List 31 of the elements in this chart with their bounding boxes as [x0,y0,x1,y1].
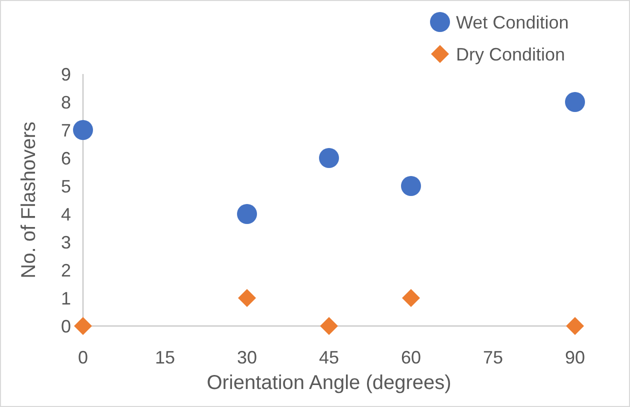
x-tick-label: 60 [400,347,422,368]
y-tick-label: 1 [60,288,71,308]
x-tick-label: 45 [318,347,340,368]
point [401,176,421,196]
x-tick-label: 75 [482,347,504,368]
point [238,289,256,307]
legend-label: Wet Condition [456,12,569,32]
point [237,204,257,224]
y-axis-title: No. of Flashovers [18,122,40,278]
y-tick-label: 6 [60,148,71,168]
point [566,317,584,335]
point [402,289,420,307]
x-tick-label: 30 [236,347,258,368]
x-tick-label: 0 [78,347,88,368]
x-tick-label: 90 [564,347,586,368]
legend-label: Dry Condition [456,44,566,64]
x-tick-label: 15 [154,347,176,368]
point [73,120,93,140]
y-tick-label: 5 [60,176,71,196]
y-tick-label: 7 [60,120,71,140]
y-tick-label: 3 [60,232,71,252]
x-axis-title: Orientation Angle (degrees) [206,372,452,394]
point [74,317,92,335]
y-tick-label: 8 [60,92,71,112]
point [320,317,338,335]
y-tick-label: 2 [60,260,71,280]
y-tick-label: 9 [60,64,71,84]
y-tick-label: 4 [60,204,71,224]
point [319,148,339,168]
point [565,92,585,112]
y-tick-label: 0 [60,316,71,336]
